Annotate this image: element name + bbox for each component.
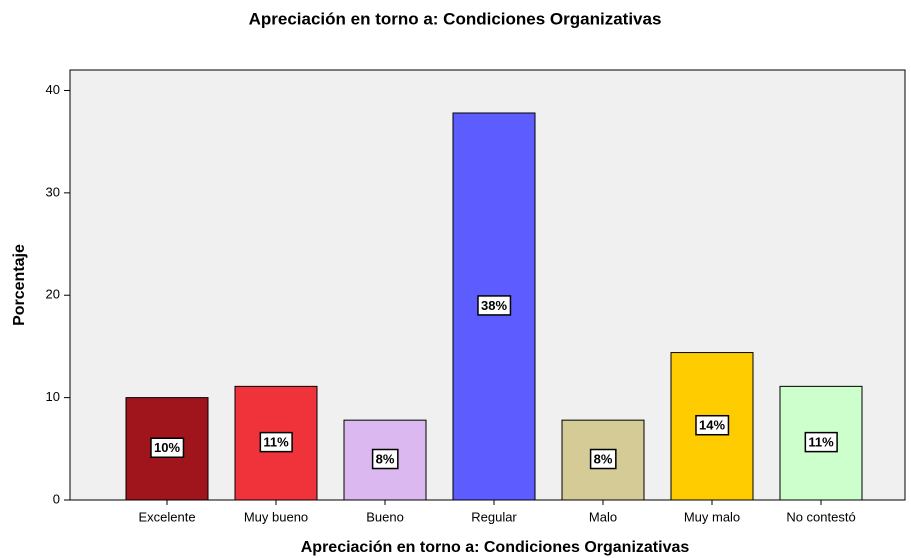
y-tick-label: 40: [46, 82, 60, 97]
value-label: 11%: [808, 435, 834, 450]
x-tick-label: Excelente: [138, 509, 195, 524]
value-label-box: [371, 448, 399, 470]
x-tick-label: Muy malo: [684, 509, 740, 524]
value-label: 14%: [699, 418, 725, 433]
value-label-box: [150, 437, 185, 458]
y-tick-label: 20: [46, 287, 60, 302]
value-label-box: [259, 431, 293, 453]
value-label: 8%: [594, 452, 613, 467]
value-label-box: [804, 431, 838, 453]
value-label-box: [695, 414, 730, 436]
x-tick-label: Bueno: [366, 509, 404, 524]
x-axis-title: Apreciación en torno a: Condiciones Orga…: [301, 539, 690, 556]
x-tick-label: No contestó: [786, 509, 855, 524]
x-tick-label: Muy bueno: [244, 509, 308, 524]
value-label: 8%: [376, 452, 395, 467]
value-label-box: [589, 448, 617, 470]
value-label: 11%: [263, 435, 289, 450]
value-label-box: [477, 295, 512, 316]
y-axis-title: Porcentaje: [11, 244, 28, 326]
value-label: 10%: [154, 440, 180, 455]
chart-title: Apreciación en torno a: Condiciones Orga…: [249, 9, 662, 28]
value-label: 38%: [481, 298, 507, 313]
x-tick-label: Regular: [471, 509, 517, 524]
y-tick-label: 10: [46, 389, 60, 404]
x-tick-label: Malo: [589, 509, 617, 524]
y-tick-label: 0: [53, 491, 60, 506]
y-tick-label: 30: [46, 184, 60, 199]
